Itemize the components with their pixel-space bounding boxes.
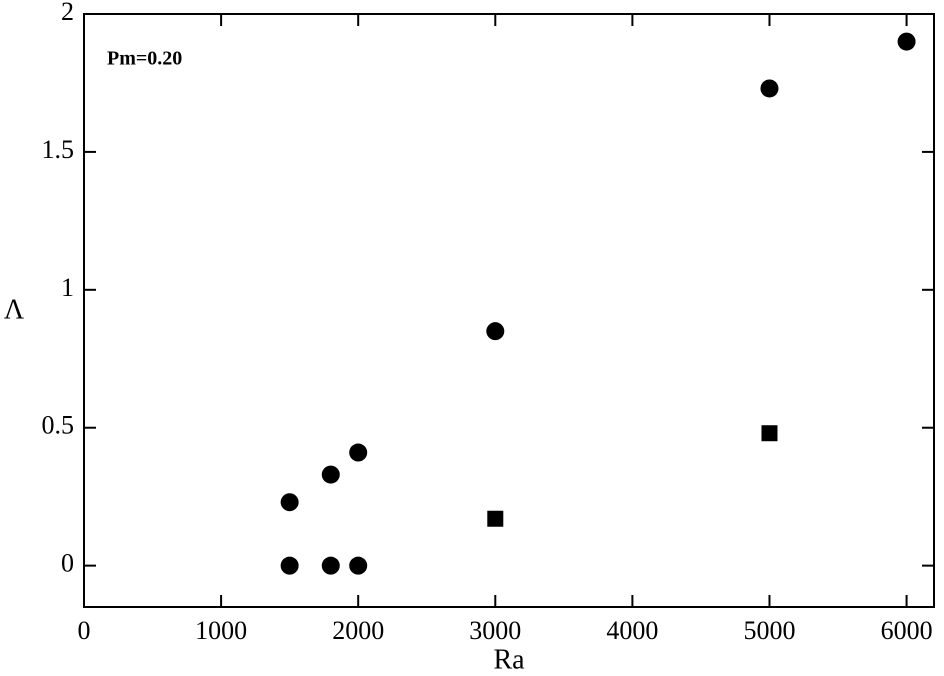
x-tick-label: 2000 xyxy=(332,616,384,645)
y-tick-label: 0 xyxy=(61,549,74,578)
point xyxy=(760,79,779,98)
x-tick-label: 1000 xyxy=(195,616,247,645)
point xyxy=(349,443,368,462)
x-tick-label: 0 xyxy=(78,616,91,645)
y-tick-label: 1.5 xyxy=(42,135,75,164)
x-tick-label: 6000 xyxy=(881,616,933,645)
x-axis-label: Ra xyxy=(493,644,525,675)
annotation: Pm=0.20 xyxy=(107,48,182,70)
x-tick-label: 4000 xyxy=(606,616,658,645)
y-tick-label: 1 xyxy=(61,273,74,302)
point xyxy=(487,510,504,527)
x-tick-label: 3000 xyxy=(469,616,521,645)
y-tick-label: 0.5 xyxy=(42,411,75,440)
point xyxy=(486,322,505,341)
plot-frame xyxy=(83,13,935,608)
y-tick-label: 2 xyxy=(61,0,74,26)
point xyxy=(280,556,299,575)
point xyxy=(349,556,368,575)
point xyxy=(280,493,299,512)
x-tick-label: 5000 xyxy=(743,616,795,645)
point xyxy=(897,32,916,51)
point xyxy=(321,556,340,575)
point xyxy=(761,425,778,442)
y-axis-label: Λ xyxy=(4,294,25,325)
point xyxy=(321,465,340,484)
